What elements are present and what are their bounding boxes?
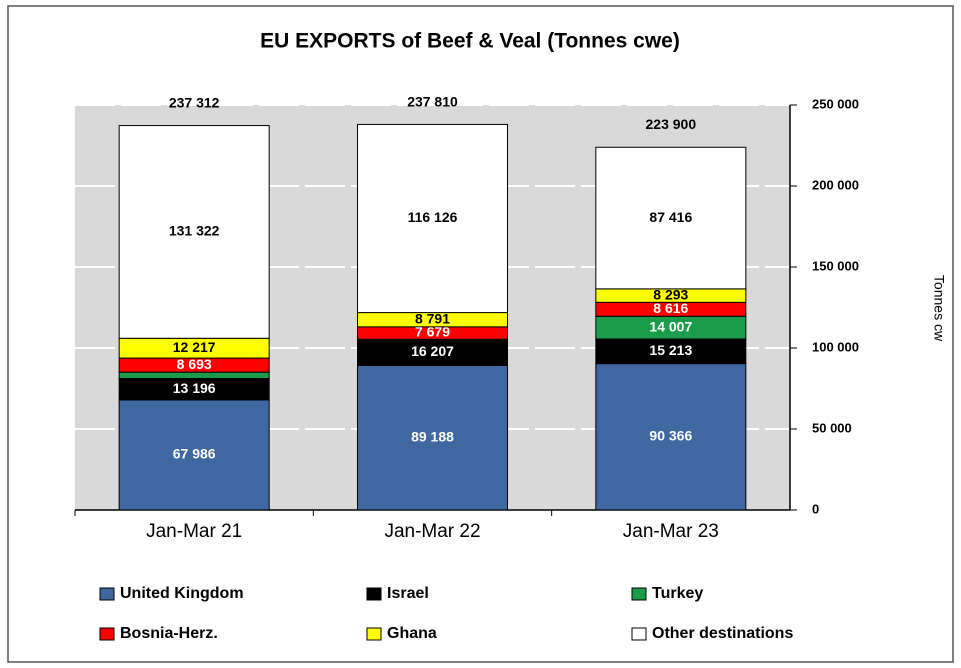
y-tick-label: 200 000 [812, 177, 859, 192]
data-label: 8 293 [653, 286, 688, 302]
y-tick-label: 100 000 [812, 339, 859, 354]
total-label: 223 900 [646, 116, 697, 132]
x-tick-label: Jan-Mar 23 [623, 521, 719, 542]
legend-marker [631, 587, 647, 601]
data-label: 131 322 [169, 223, 220, 239]
bar-segment [357, 365, 508, 511]
legend-label: Israel [387, 585, 429, 602]
legend-marker [99, 627, 115, 641]
x-tick-label: Jan-Mar 22 [384, 521, 480, 542]
data-label: 90 366 [649, 428, 692, 444]
bar-segment [118, 399, 270, 511]
x-tick-label: Jan-Mar 21 [146, 521, 242, 542]
bar-segment [595, 146, 747, 290]
data-label: 87 416 [649, 209, 692, 225]
y-axis-label: Tonnes cw [931, 275, 947, 342]
data-label: 16 207 [411, 343, 454, 359]
data-label: 8 791 [415, 310, 450, 326]
legend-marker [366, 587, 382, 601]
legend-label: Ghana [387, 625, 437, 642]
y-tick-label: 50 000 [812, 420, 852, 435]
data-label: 8 693 [177, 356, 212, 372]
total-label: 237 312 [169, 94, 220, 110]
data-label: 13 196 [173, 380, 216, 396]
chart-title: EU EXPORTS of Beef & Veal (Tonnes cwe) [260, 30, 680, 53]
legend-marker [99, 587, 115, 601]
data-label: 15 213 [649, 342, 692, 358]
legend-label: Turkey [652, 585, 703, 602]
data-label: 12 217 [173, 339, 216, 355]
data-label: 14 007 [649, 318, 692, 334]
y-tick-label: 250 000 [812, 96, 859, 111]
data-label: 67 986 [173, 446, 216, 462]
legend-marker [631, 627, 647, 641]
legend-label: Other destinations [652, 625, 793, 642]
bar-segment [595, 338, 747, 365]
y-tick-label: 150 000 [812, 258, 859, 273]
bar-segment [595, 363, 747, 511]
data-label: 116 126 [408, 209, 458, 225]
bar-segment [357, 338, 508, 367]
total-label: 237 810 [407, 93, 458, 109]
bar-segment [118, 125, 270, 339]
data-label: 7 679 [415, 324, 450, 340]
data-label: 8 616 [653, 300, 688, 316]
data-label: 89 188 [411, 428, 454, 444]
legend-marker [366, 627, 382, 641]
bar-segment [357, 123, 508, 314]
legend-label: Bosnia-Herz. [120, 625, 218, 642]
legend-label: United Kingdom [120, 585, 244, 602]
bar-segment [118, 371, 270, 379]
y-tick-label: 0 [812, 501, 819, 516]
